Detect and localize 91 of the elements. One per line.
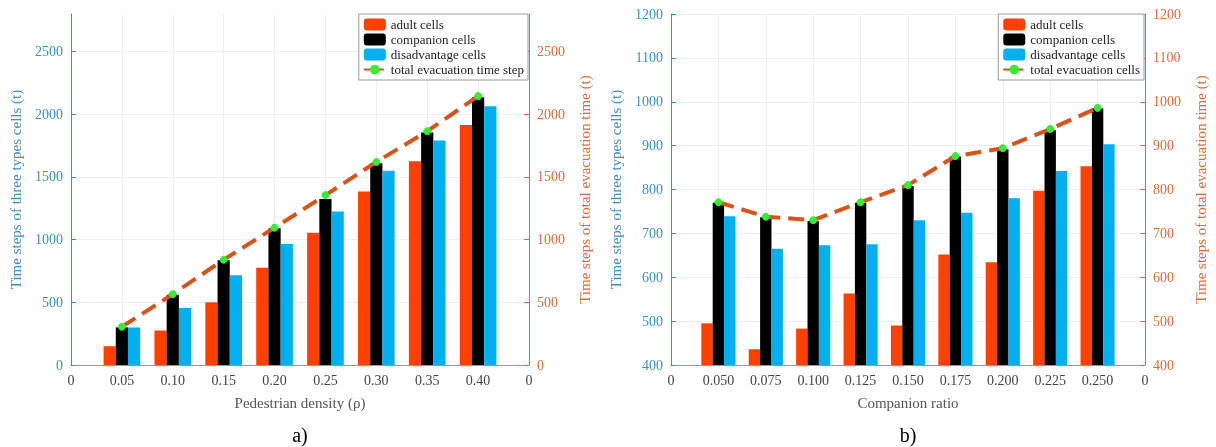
y-tick-label: 2000 xyxy=(35,106,63,122)
legend-label: companion cells xyxy=(1030,32,1116,47)
y2-tick-label: 900 xyxy=(1153,138,1174,154)
x-axis-title: Companion ratio xyxy=(857,394,959,411)
y2-tick-label: 1000 xyxy=(1153,94,1181,110)
y-tick-label: 800 xyxy=(642,182,663,197)
y-tick-label: 1000 xyxy=(635,94,663,110)
bar xyxy=(472,97,485,365)
y2-axis-title: Time steps of total evacuation time (t) xyxy=(1192,75,1210,304)
bar xyxy=(358,191,371,365)
x-tick-label: 0.175 xyxy=(939,372,972,388)
x-tick-label: 0.075 xyxy=(750,372,782,388)
y-tick-label: 500 xyxy=(642,313,663,329)
y2-tick-label: 800 xyxy=(1153,182,1174,197)
x-tick-label: 0.225 xyxy=(1034,372,1066,388)
x-tick-label: 0.25 xyxy=(313,372,338,388)
x-tick-label: 0.125 xyxy=(844,372,877,388)
y-tick-label: 0 xyxy=(56,357,63,373)
bar xyxy=(433,140,446,365)
text: b) xyxy=(899,424,917,447)
y2-tick-label: 1100 xyxy=(1153,50,1181,66)
bar xyxy=(154,330,167,365)
bar xyxy=(408,161,422,365)
y-tick-label: 1000 xyxy=(35,232,63,248)
y-tick-label: 400 xyxy=(642,357,663,373)
bar xyxy=(103,346,116,365)
y2-tick-label: 500 xyxy=(1153,313,1174,329)
bar xyxy=(331,211,344,365)
bar xyxy=(382,170,395,365)
x-tick-label: 0 xyxy=(1141,372,1149,388)
x-tick-label: 0.250 xyxy=(1081,372,1114,388)
bar xyxy=(307,232,320,365)
text: a) xyxy=(292,424,308,447)
x-tick-label: 0 xyxy=(67,372,75,388)
y-tick-label: 900 xyxy=(642,138,663,154)
x-tick-label: 0.35 xyxy=(414,372,440,388)
y-tick-label: 1200 xyxy=(635,6,663,22)
bar xyxy=(217,260,230,365)
y2-tick-label: 2000 xyxy=(537,106,565,122)
y2-tick-label: 600 xyxy=(1153,269,1174,285)
x-tick-label: 0.200 xyxy=(987,372,1019,388)
y-axis-title: Time steps of three types cells (t) xyxy=(7,89,25,290)
x-tick-label: 0.15 xyxy=(211,372,236,388)
bar xyxy=(115,327,128,365)
y-tick-label: 600 xyxy=(642,269,663,285)
bar xyxy=(229,275,242,365)
y-axis-title: Time steps of three types cells (t) xyxy=(607,89,625,290)
bar xyxy=(421,132,434,365)
y2-tick-label: 400 xyxy=(1153,357,1174,373)
bar xyxy=(256,267,269,365)
x-tick-label: 0.30 xyxy=(364,372,389,388)
x-tick-label: 0.10 xyxy=(160,372,186,388)
bar xyxy=(128,327,141,365)
legend-label: total evacuation time step xyxy=(390,62,525,77)
x-tick-label: 0.20 xyxy=(262,372,287,388)
legend-label: total evacuation cells xyxy=(1030,62,1140,77)
y2-tick-label: 2500 xyxy=(537,44,565,60)
legend-label: adult cells xyxy=(390,17,444,32)
y2-tick-label: 1200 xyxy=(1153,6,1181,22)
bar xyxy=(484,106,497,365)
x-tick-label: 0 xyxy=(667,372,675,388)
y2-tick-label: 1000 xyxy=(537,232,565,248)
y-tick-label: 500 xyxy=(42,294,63,310)
y-tick-label: 2500 xyxy=(35,44,63,60)
x-tick-label: 0.050 xyxy=(702,372,735,388)
y-tick-label: 1100 xyxy=(635,50,663,66)
legend-label: disadvantage cells xyxy=(1030,47,1126,62)
x-tick-label: 0.150 xyxy=(892,372,924,388)
bar xyxy=(370,163,383,365)
y2-tick-label: 700 xyxy=(1153,225,1174,241)
y-tick-label: 1500 xyxy=(35,169,63,185)
bar xyxy=(268,228,281,365)
legend-label: companion cells xyxy=(390,32,476,47)
x-tick-label: 0.100 xyxy=(797,372,829,388)
x-tick-label: 0.40 xyxy=(465,372,491,388)
x-tick-label: 0 xyxy=(525,372,533,388)
y2-tick-label: 1500 xyxy=(537,169,565,185)
y2-tick-label: 500 xyxy=(537,294,558,310)
y-tick-label: 700 xyxy=(642,225,663,241)
legend-label: adult cells xyxy=(1030,17,1084,32)
bar xyxy=(459,124,472,365)
y2-tick-label: 0 xyxy=(537,357,544,373)
bar xyxy=(166,294,179,365)
bar xyxy=(205,302,218,365)
legend-label: disadvantage cells xyxy=(390,47,486,62)
y2-axis-title: Time steps of total evacuation time (t) xyxy=(576,75,594,304)
x-tick-label: 0.05 xyxy=(109,372,135,388)
bar xyxy=(280,244,293,365)
x-axis-title: Pedestrian density (ρ) xyxy=(234,394,366,412)
bar xyxy=(319,198,332,365)
bar xyxy=(178,307,192,365)
